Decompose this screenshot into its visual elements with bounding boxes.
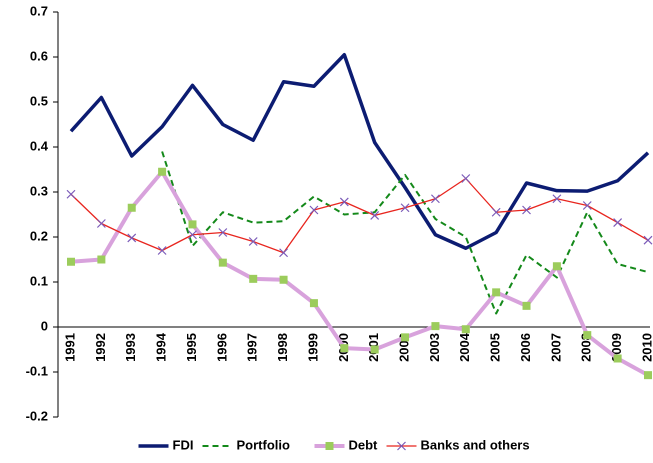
x-tick-label: 1992 — [93, 333, 108, 362]
marker — [249, 274, 258, 283]
x-tick-label: 1993 — [123, 333, 138, 362]
y-tick-label: 0.3 — [30, 183, 48, 198]
marker — [613, 218, 623, 228]
marker — [96, 219, 106, 228]
y-tick-label: -0.2 — [26, 408, 48, 423]
marker — [644, 371, 652, 380]
marker — [461, 325, 470, 334]
marker — [370, 345, 379, 354]
marker — [643, 235, 653, 245]
marker — [339, 197, 349, 207]
marker — [309, 299, 318, 308]
x-tick-label: 1995 — [184, 333, 199, 362]
x-tick-label: 2004 — [457, 332, 472, 362]
marker — [309, 205, 319, 215]
marker — [279, 248, 289, 258]
marker — [66, 189, 76, 199]
marker — [492, 288, 501, 297]
marker — [461, 174, 471, 183]
y-tick-label: 0 — [41, 318, 48, 333]
marker — [582, 201, 592, 210]
marker — [158, 167, 167, 176]
series-line — [161, 151, 649, 315]
marker — [370, 210, 380, 220]
marker — [188, 220, 197, 229]
legend-marker — [325, 442, 334, 450]
x-tick-label: 2006 — [518, 333, 533, 362]
legend-label: Portfolio — [237, 437, 290, 452]
marker — [218, 258, 227, 267]
x-tick-label: 1997 — [245, 333, 260, 362]
marker — [431, 322, 440, 331]
series-line — [69, 53, 650, 250]
legend-marker — [397, 441, 406, 451]
x-tick-label: 2005 — [488, 333, 503, 362]
marker — [97, 255, 106, 264]
y-tick-label: 0.4 — [30, 138, 49, 153]
series-line — [70, 177, 649, 254]
x-tick-label: 1994 — [154, 332, 169, 362]
y-tick-label: 0.2 — [30, 228, 48, 243]
marker — [218, 228, 228, 237]
legend-label: Debt — [349, 437, 379, 452]
y-tick-label: 0.5 — [30, 93, 48, 108]
marker — [613, 354, 622, 363]
marker — [583, 331, 592, 340]
y-tick-label: 0.7 — [30, 3, 48, 18]
marker — [340, 344, 349, 353]
marker — [157, 246, 167, 255]
marker — [491, 207, 501, 217]
x-tick-label: 1996 — [214, 333, 229, 362]
y-tick-label: 0.6 — [30, 48, 48, 63]
marker — [127, 203, 136, 212]
x-tick-label: 1999 — [305, 333, 320, 362]
marker — [522, 301, 531, 310]
marker — [522, 205, 531, 215]
x-tick-label: 2008 — [579, 333, 594, 362]
series-line — [70, 169, 649, 377]
x-tick-label: 1998 — [275, 333, 290, 362]
marker — [279, 275, 288, 284]
marker — [401, 333, 410, 342]
x-tick-label: 2003 — [427, 333, 442, 362]
marker — [430, 194, 440, 204]
x-tick-label: 2007 — [548, 333, 563, 362]
legend-label: Banks and others — [421, 437, 530, 452]
marker — [188, 230, 197, 240]
marker — [248, 237, 258, 246]
marker — [127, 233, 137, 243]
x-tick-label: 1991 — [62, 333, 77, 362]
marker — [400, 203, 410, 213]
marker — [552, 262, 561, 271]
y-tick-label: 0.1 — [30, 273, 48, 288]
legend-label: FDI — [173, 437, 194, 452]
marker — [67, 257, 75, 266]
y-tick-label: -0.1 — [26, 363, 48, 378]
x-tick-label: 2010 — [639, 333, 653, 362]
marker — [552, 194, 562, 204]
